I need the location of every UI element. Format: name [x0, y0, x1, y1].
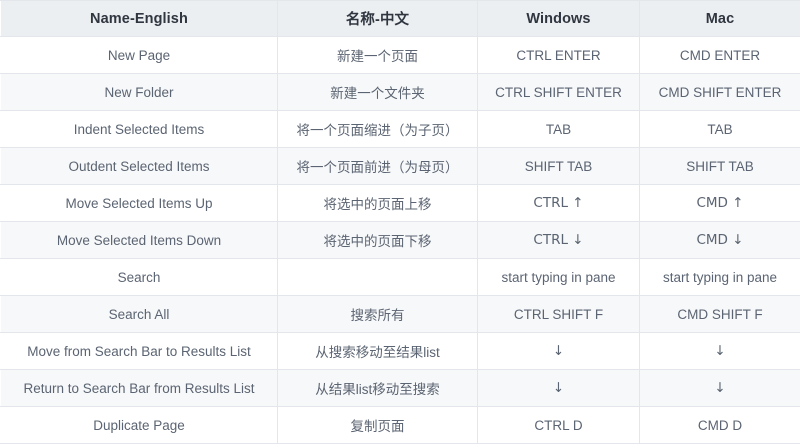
cell-name_zh: 从结果list移动至搜索: [278, 370, 478, 407]
cell-windows: CTRL D: [478, 407, 640, 444]
cell-mac: start typing in pane: [640, 259, 800, 296]
cell-windows: ↓: [478, 333, 640, 370]
cell-windows: CTRL SHIFT ENTER: [478, 74, 640, 111]
cell-name_en: Search: [1, 259, 278, 296]
cell-name_zh: 新建一个文件夹: [278, 74, 478, 111]
cell-mac: TAB: [640, 111, 800, 148]
cell-mac: CMD ENTER: [640, 37, 800, 74]
cell-name_en: Indent Selected Items: [1, 111, 278, 148]
cell-windows: SHIFT TAB: [478, 148, 640, 185]
cell-mac: CMD ↓: [640, 222, 800, 259]
cell-mac: CMD SHIFT ENTER: [640, 74, 800, 111]
column-header-name-chinese: 名称-中文: [278, 1, 478, 37]
cell-windows: CTRL ↑: [478, 185, 640, 222]
table-header: Name-English 名称-中文 Windows Mac: [1, 1, 800, 37]
column-header-mac: Mac: [640, 1, 800, 37]
cell-name_zh: 搜索所有: [278, 296, 478, 333]
cell-name_zh: 新建一个页面: [278, 37, 478, 74]
cell-windows: CTRL SHIFT F: [478, 296, 640, 333]
cell-mac: SHIFT TAB: [640, 148, 800, 185]
cell-name_zh: 将选中的页面下移: [278, 222, 478, 259]
cell-name_en: Return to Search Bar from Results List: [1, 370, 278, 407]
cell-name_zh: 将选中的页面上移: [278, 185, 478, 222]
table-header-row: Name-English 名称-中文 Windows Mac: [1, 1, 800, 37]
cell-windows: TAB: [478, 111, 640, 148]
cell-name_en: New Page: [1, 37, 278, 74]
cell-name_en: Move Selected Items Down: [1, 222, 278, 259]
column-header-windows: Windows: [478, 1, 640, 37]
cell-mac: CMD SHIFT F: [640, 296, 800, 333]
cell-name_en: Search All: [1, 296, 278, 333]
cell-name_zh: 将一个页面前进（为母页）: [278, 148, 478, 185]
cell-mac: CMD ↑: [640, 185, 800, 222]
cell-name_en: New Folder: [1, 74, 278, 111]
cell-name_en: Move from Search Bar to Results List: [1, 333, 278, 370]
cell-windows: start typing in pane: [478, 259, 640, 296]
cell-mac: ↓: [640, 370, 800, 407]
cell-name_zh: 将一个页面缩进（为子页）: [278, 111, 478, 148]
cell-name_zh: 复制页面: [278, 407, 478, 444]
cell-name_en: Duplicate Page: [1, 407, 278, 444]
cell-name_zh: [278, 259, 478, 296]
cell-mac: ↓: [640, 333, 800, 370]
cell-windows: CTRL ENTER: [478, 37, 640, 74]
cell-windows: CTRL ↓: [478, 222, 640, 259]
cell-name_zh: 从搜索移动至结果list: [278, 333, 478, 370]
cell-name_en: Outdent Selected Items: [1, 148, 278, 185]
column-header-name-english: Name-English: [1, 1, 278, 37]
cell-name_en: Move Selected Items Up: [1, 185, 278, 222]
cell-windows: ↓: [478, 370, 640, 407]
cell-mac: CMD D: [640, 407, 800, 444]
